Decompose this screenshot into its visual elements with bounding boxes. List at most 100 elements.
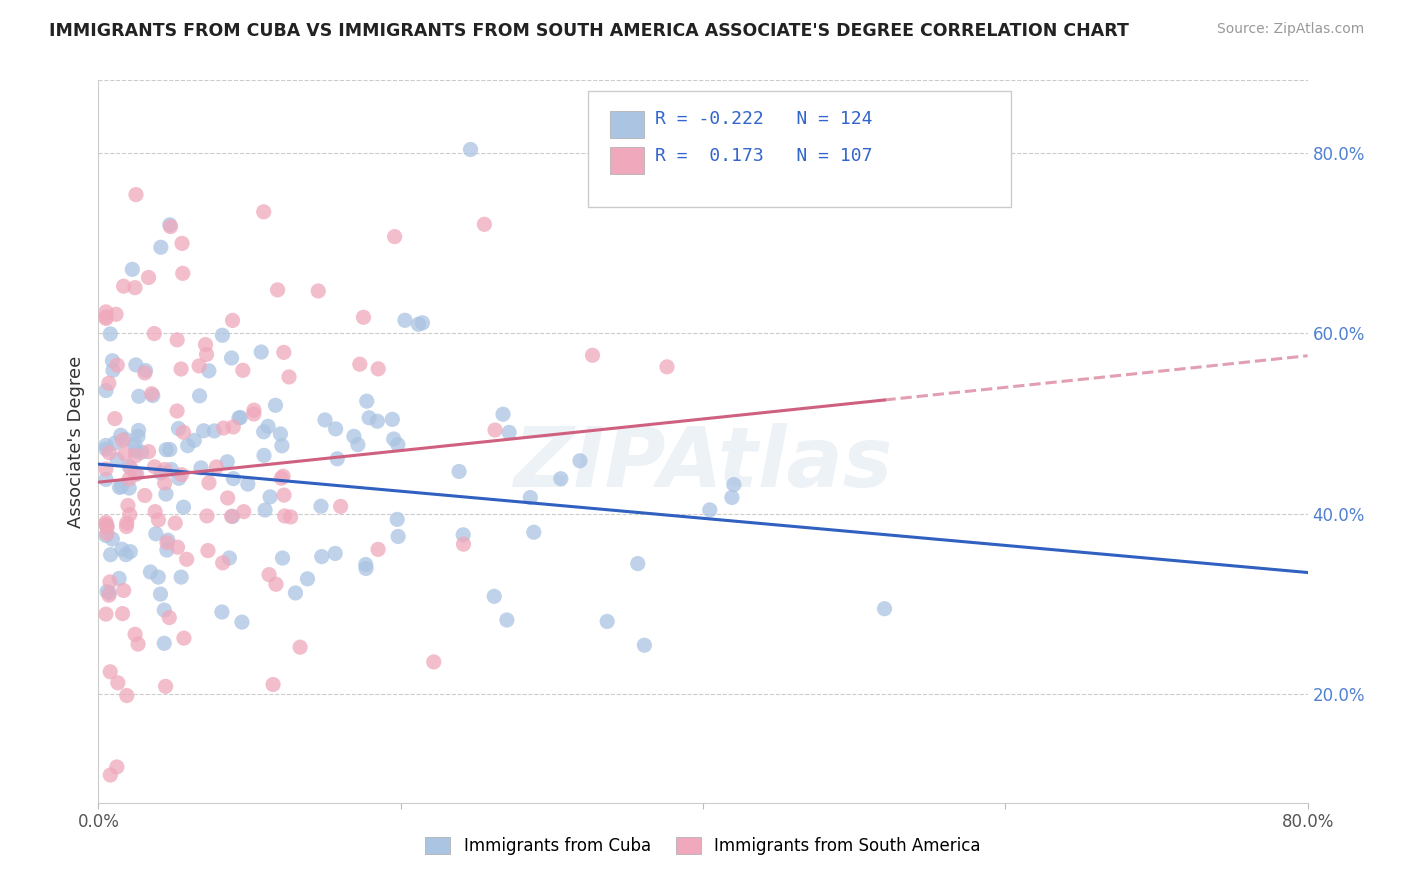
Point xyxy=(107,675,129,690)
Point xyxy=(101,532,124,546)
Point xyxy=(94,607,117,621)
Point xyxy=(205,459,228,474)
Point xyxy=(108,572,131,586)
Point xyxy=(356,394,378,409)
Point xyxy=(257,419,280,434)
Point xyxy=(135,363,157,377)
Point xyxy=(156,543,179,558)
Point xyxy=(94,442,117,457)
Point xyxy=(98,446,121,460)
Point xyxy=(155,442,177,457)
Point xyxy=(110,479,132,493)
Point xyxy=(195,347,218,361)
Point xyxy=(460,143,482,157)
Point xyxy=(183,434,205,448)
Point xyxy=(160,462,183,476)
Point xyxy=(110,428,132,442)
Point xyxy=(550,472,572,486)
Point xyxy=(105,358,128,372)
Point xyxy=(118,481,141,495)
Point xyxy=(155,679,177,693)
Point xyxy=(278,370,301,384)
Point xyxy=(105,452,128,467)
Point xyxy=(323,546,346,560)
Point xyxy=(253,425,276,439)
Point xyxy=(128,389,150,403)
Point xyxy=(347,437,370,451)
Point xyxy=(117,499,139,513)
Point xyxy=(120,544,142,558)
Point xyxy=(172,266,194,280)
Point xyxy=(125,449,148,463)
Point xyxy=(170,467,193,482)
Point xyxy=(165,516,187,530)
Point xyxy=(94,462,117,476)
Point xyxy=(115,519,138,533)
Point xyxy=(568,454,591,468)
Point xyxy=(190,461,212,475)
Point xyxy=(271,439,294,453)
Point xyxy=(131,445,153,459)
Point xyxy=(124,467,146,482)
Point xyxy=(111,542,134,557)
Point xyxy=(98,588,121,602)
Point xyxy=(596,615,619,629)
Point xyxy=(193,424,215,438)
Point xyxy=(98,665,121,679)
Point xyxy=(115,516,138,530)
Point xyxy=(329,500,352,514)
Point xyxy=(173,631,195,645)
Point xyxy=(228,410,250,425)
Point xyxy=(94,384,117,398)
Point xyxy=(170,236,193,251)
Point xyxy=(243,403,266,417)
Point xyxy=(153,476,176,491)
Point xyxy=(143,326,166,341)
Point xyxy=(94,528,117,542)
Point xyxy=(269,426,291,441)
Point xyxy=(229,410,252,425)
Text: R = -0.222   N = 124: R = -0.222 N = 124 xyxy=(655,110,872,128)
Point xyxy=(138,444,160,458)
Point xyxy=(221,509,243,524)
Point xyxy=(96,584,118,599)
Point xyxy=(367,542,389,557)
Point xyxy=(423,655,446,669)
Point xyxy=(118,459,141,474)
Point xyxy=(167,471,190,485)
Point xyxy=(411,316,433,330)
Point xyxy=(112,279,135,293)
Y-axis label: Associate's Degree: Associate's Degree xyxy=(66,355,84,528)
Point xyxy=(221,509,243,524)
Point xyxy=(474,217,496,231)
Point xyxy=(98,326,121,341)
Point xyxy=(273,488,295,502)
Point xyxy=(492,407,515,421)
Point xyxy=(96,519,118,533)
Point xyxy=(451,528,474,542)
Point xyxy=(94,310,117,324)
Point xyxy=(273,508,295,523)
Point xyxy=(143,459,166,474)
Point xyxy=(212,421,235,435)
Point xyxy=(150,466,173,480)
Point xyxy=(118,508,141,522)
Point xyxy=(172,425,194,440)
Point xyxy=(120,461,142,475)
Point xyxy=(366,414,388,428)
Point xyxy=(94,311,117,326)
Point xyxy=(297,572,319,586)
Point xyxy=(264,577,287,591)
Point xyxy=(197,543,219,558)
Point xyxy=(253,204,276,219)
Text: IMMIGRANTS FROM CUBA VS IMMIGRANTS FROM SOUTH AMERICA ASSOCIATE'S DEGREE CORRELA: IMMIGRANTS FROM CUBA VS IMMIGRANTS FROM … xyxy=(49,22,1129,40)
Point xyxy=(381,412,404,426)
Point xyxy=(271,469,294,483)
Point xyxy=(354,558,377,572)
Point xyxy=(198,364,221,378)
Point xyxy=(115,548,138,562)
FancyBboxPatch shape xyxy=(610,147,644,174)
Point xyxy=(125,358,148,372)
Point xyxy=(222,472,245,486)
Point xyxy=(721,491,744,505)
